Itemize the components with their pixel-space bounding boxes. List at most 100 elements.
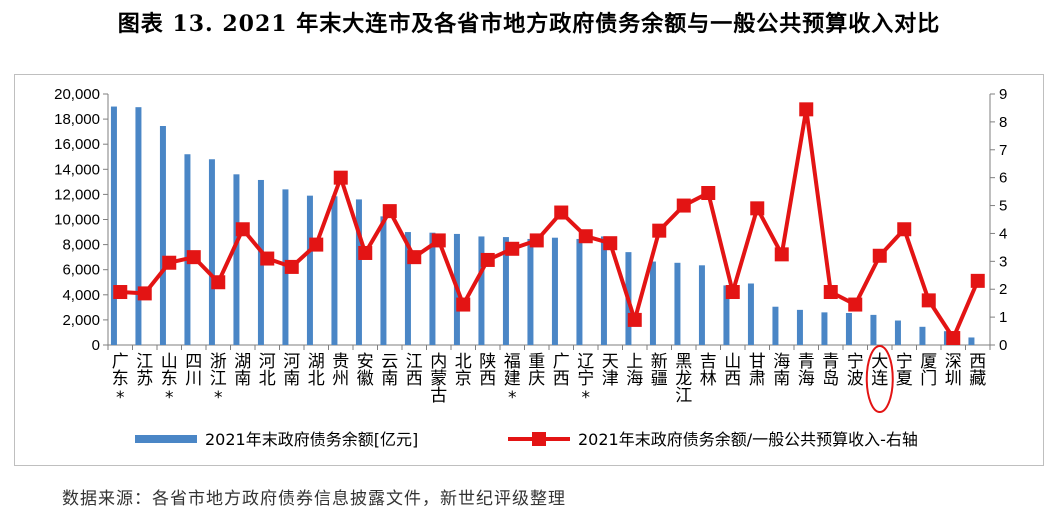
category-label: 青海 [798,352,815,389]
ratio-point [578,229,593,244]
category-char: 厦 [920,352,937,372]
category-char: 津 [602,369,619,389]
right-tick-label: 0 [999,337,1007,354]
ratio-point [774,247,789,262]
category-char: 青 [798,352,815,372]
category-label: 厦门 [920,352,937,389]
bar [649,261,656,345]
bar [723,285,730,345]
category-char: 京 [455,369,472,389]
left-tick-label: 20,000 [54,86,100,103]
bar [502,237,509,345]
bar [478,236,485,345]
legend-bar-label: 2021年末政府债务余额[亿元] [205,430,418,449]
category-char: 南 [381,369,398,389]
ratio-point [701,186,716,201]
ratio-point [799,102,814,117]
category-char: 内 [430,352,447,372]
category-char: 肃 [749,369,766,389]
category-label: 辽宁* [577,352,594,408]
category-char: 苏 [136,369,153,389]
category-char: 古 [430,386,447,406]
category-char: 夏 [896,369,913,389]
category-char: 西 [553,369,570,389]
category-char: 江 [406,352,423,372]
bar [404,232,411,345]
bar [159,126,166,345]
combo-chart: 0 2,000 4,000 6,000 8,000 10,000 12,000 14,000 1… [54,86,1007,449]
left-tick-label: 10,000 [54,212,100,229]
category-char: 湖 [234,352,251,372]
bar [380,216,387,345]
right-tick-label: 9 [999,86,1007,103]
ratio-point [407,250,422,265]
category-char: 宁 [847,352,864,372]
category-char: 宁 [577,369,594,389]
left-tick-label: 14,000 [54,161,100,178]
category-label: 新疆 [651,352,668,389]
category-char: 南 [234,369,251,389]
bar [527,238,534,345]
category-char: 浙 [210,352,227,372]
ratio-point [603,236,618,251]
category-char: 云 [381,352,398,372]
ratio-point [725,285,740,300]
category-char: 贵 [332,352,349,372]
right-tick-label: 6 [999,170,1007,187]
category-char: 河 [259,352,276,372]
ratio-point [505,241,520,256]
category-mark: * [214,388,223,408]
ratio-point [897,222,912,237]
category-label: 山西 [724,352,741,389]
category-char: 北 [455,352,472,372]
category-char: 辽 [577,352,594,372]
bar [110,106,117,345]
chart-title: 图表 13. 2021 年末大连市及各省市地方政府债务余额与一般公共预算收入对比 [117,11,941,37]
bar [355,199,362,345]
category-char: 大 [871,352,888,372]
category-char: 四 [185,352,202,372]
category-label: 浙江* [210,352,227,408]
category-char: 广 [112,352,129,372]
category-label: 甘肃 [749,352,766,389]
category-mark: * [508,388,517,408]
category-label: 安徽 [357,352,374,389]
bar [845,312,852,345]
category-char: 西 [969,352,986,372]
category-char: 岛 [822,369,839,389]
category-char: 林 [700,369,717,389]
category-label: 青岛 [822,352,839,389]
category-char: 海 [626,369,643,389]
legend-line-label: 2021年末政府债务余额/一般公共预算收入-右轴 [578,430,918,449]
category-char: 江 [210,369,227,389]
left-tick-label: 16,000 [54,136,100,153]
ratio-point [284,259,299,274]
category-char: 陕 [479,352,496,372]
category-char: 西 [479,369,496,389]
source-note: 数据来源：各省市地方政府债券信息披露文件，新世纪评级整理 [62,489,566,509]
bar [331,196,338,345]
bar [796,309,803,345]
legend-line-marker [532,432,546,446]
ratio-point [970,273,985,288]
category-label: 宁夏 [896,352,913,389]
right-tick-label: 3 [999,253,1007,270]
category-char: 疆 [651,369,668,389]
category-label: 吉林 [700,352,717,389]
bar [698,265,705,345]
category-char: 青 [822,352,839,372]
ratio-point [186,250,201,265]
category-label: 江西 [406,352,423,389]
ratio-point [529,233,544,248]
bar [135,107,142,345]
category-char: 蒙 [430,369,447,389]
category-char: 西 [406,369,423,389]
category-char: 广 [553,352,570,372]
category-label: 海南 [773,352,790,389]
bar [747,283,754,345]
category-label: 陕西 [479,352,496,389]
category-char: 波 [847,369,864,389]
category-char: 州 [332,369,349,389]
category-label: 广东* [112,352,129,408]
category-char: 甘 [749,352,766,372]
